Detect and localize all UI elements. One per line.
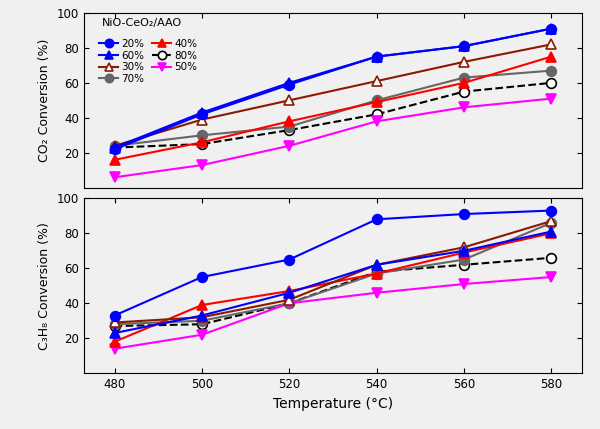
- Y-axis label: CO₂ Conversion (%): CO₂ Conversion (%): [38, 39, 52, 162]
- Y-axis label: C₃H₈ Conversion (%): C₃H₈ Conversion (%): [38, 222, 52, 350]
- Legend: 20%, 60%, 30%, 70%, 40%, 80%, 50%, : 20%, 60%, 30%, 70%, 40%, 80%, 50%,: [99, 39, 197, 84]
- Text: NiO-CeO₂/AAO: NiO-CeO₂/AAO: [101, 18, 182, 28]
- X-axis label: Temperature (°C): Temperature (°C): [273, 397, 393, 411]
